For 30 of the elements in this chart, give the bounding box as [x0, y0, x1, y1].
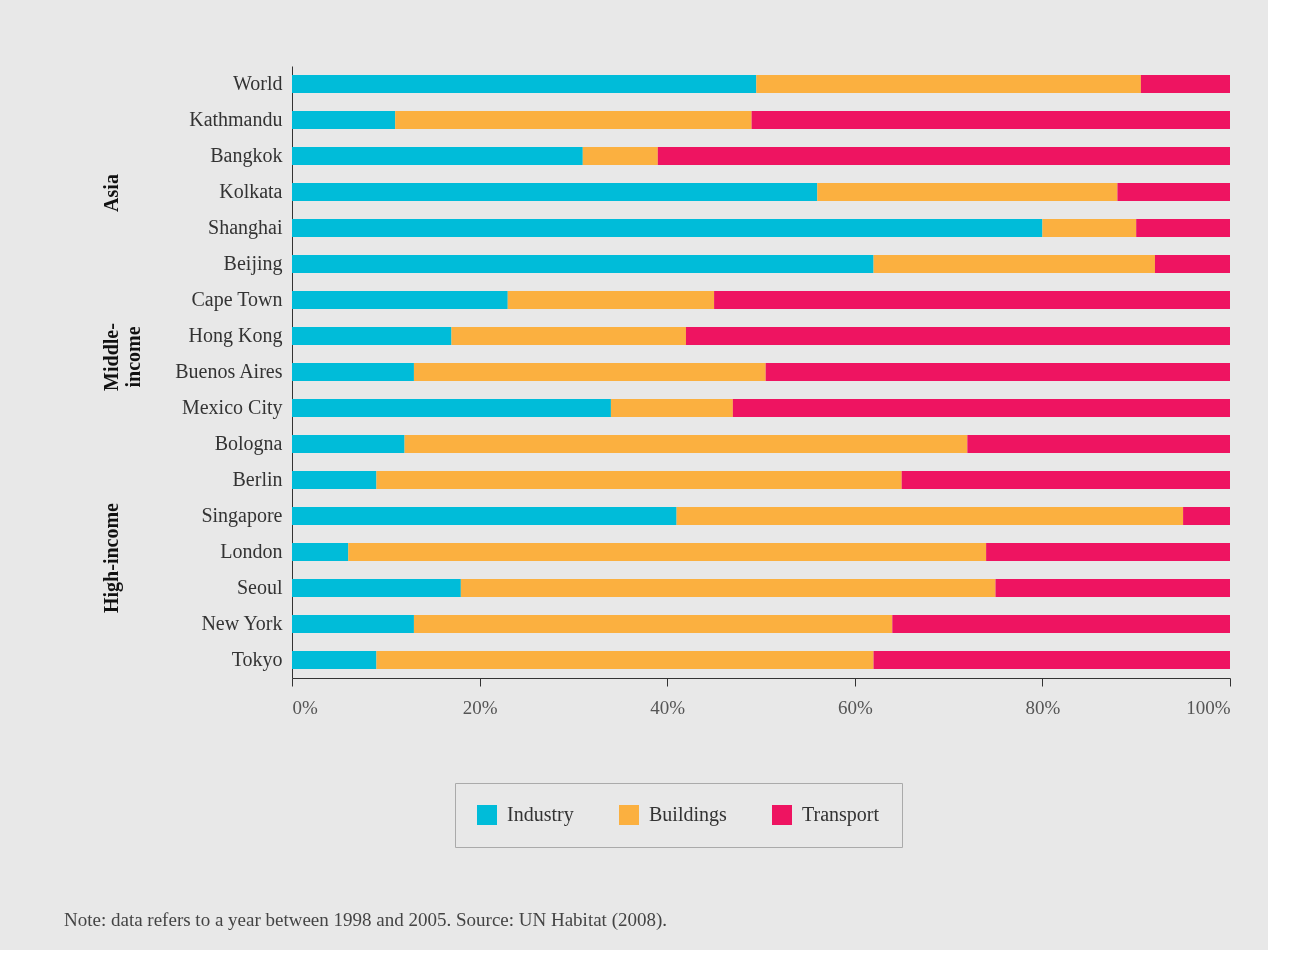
- legend-label: Industry: [507, 803, 574, 826]
- y-tick-label: Bologna: [214, 432, 283, 455]
- text: Asia: [100, 174, 122, 212]
- y-tick-label: New York: [201, 612, 283, 634]
- x-tick-label: 0%: [292, 696, 318, 718]
- y-tick-label: Kathmandu: [189, 108, 283, 130]
- text: High-income: [100, 502, 123, 613]
- x-tick-label: 80%: [1025, 696, 1061, 718]
- y-tick-label: London: [220, 540, 283, 562]
- y-tick-label: Tokyo: [231, 648, 283, 671]
- y-tick-label: Mexico City: [181, 396, 283, 419]
- y-tick-label: Cape Town: [191, 288, 283, 311]
- legend-label: Transport: [802, 803, 880, 826]
- x-tick-label: 100%: [1186, 696, 1231, 718]
- y-tick-label: Beijing: [223, 252, 283, 275]
- y-tick-label: Singapore: [201, 504, 283, 527]
- y-tick-label: Kolkata: [219, 180, 283, 202]
- text: Note: data refers to a year between 1998 and 2005. Source: UN Habitat (2008).: [64, 909, 668, 931]
- y-tick-label: Shanghai: [208, 216, 283, 239]
- x-tick-label: 60%: [837, 696, 873, 718]
- legend-label: Buildings: [649, 803, 728, 826]
- y-tick-label: Berlin: [232, 468, 283, 490]
- x-tick-label: 40%: [650, 696, 686, 718]
- x-tick-label: 20%: [462, 696, 498, 718]
- y-tick-label: World: [233, 72, 283, 94]
- y-tick-label: Hong Kong: [188, 324, 283, 347]
- text: Middle- income: [100, 323, 144, 391]
- y-tick-label: Seoul: [236, 576, 283, 598]
- y-tick-label: Bangkok: [210, 144, 283, 167]
- y-tick-label: Buenos Aires: [175, 360, 283, 382]
